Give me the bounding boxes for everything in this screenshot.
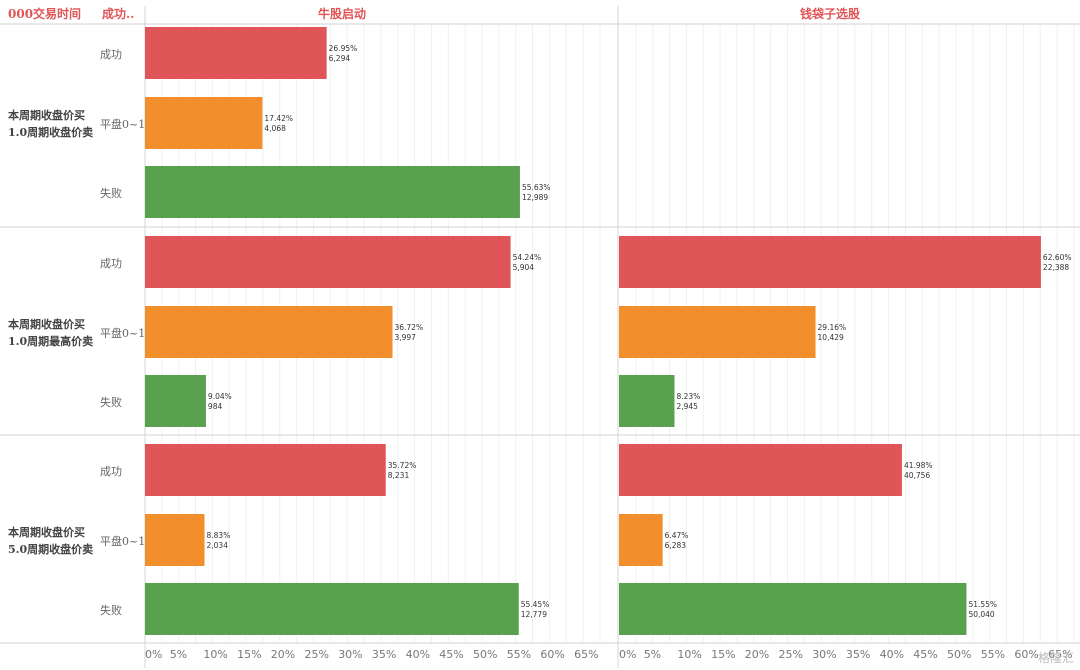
bar: [145, 444, 386, 496]
bar-pct-label: 26.95%: [329, 44, 358, 53]
x-tick-label: 50%: [947, 648, 972, 661]
bar-pct-label: 35.72%: [388, 461, 417, 470]
x-tick-label: 10%: [677, 648, 702, 661]
bar-count-label: 12,989: [522, 193, 548, 202]
x-tick-label: 60%: [540, 648, 565, 661]
bar-pct-label: 36.72%: [394, 323, 423, 332]
bar-pct-label: 51.55%: [968, 600, 997, 609]
bar-count-label: 2,034: [207, 541, 229, 550]
bar-count-label: 8,231: [388, 471, 410, 480]
panel-title-bull: 牛股启动: [318, 7, 367, 21]
x-tick-label: 15%: [237, 648, 262, 661]
bar: [619, 583, 967, 635]
x-tick-label: 65%: [574, 648, 599, 661]
bar: [145, 583, 519, 635]
x-tick-label: 25%: [304, 648, 329, 661]
bar-count-label: 6,294: [329, 54, 351, 63]
category-label: 成功: [100, 465, 122, 478]
x-tick-label: 60%: [1014, 648, 1039, 661]
bar-pct-label: 62.60%: [1043, 253, 1072, 262]
bar-count-label: 4,068: [264, 124, 286, 133]
x-tick-label: 55%: [506, 648, 532, 661]
bar-count-label: 984: [208, 402, 223, 411]
x-tick-label: 55%: [980, 648, 1006, 661]
panel-title-wallet: 钱袋子选股: [800, 7, 861, 21]
bar: [619, 236, 1041, 288]
bar: [619, 375, 675, 427]
category-column-header: 成功..: [102, 7, 135, 21]
row-group-label: 本周期收盘价买1.0周期最高价卖: [8, 318, 94, 348]
category-label: 失败: [100, 187, 122, 200]
bar-count-label: 6,283: [665, 541, 687, 550]
x-tick-label: 0%: [619, 648, 637, 661]
period-column-header: 000交易时间: [8, 7, 82, 21]
bar: [145, 27, 327, 79]
category-label: 平盘0~1: [100, 535, 144, 548]
x-tick-label: 10%: [203, 648, 228, 661]
x-tick-label: 5%: [169, 648, 188, 661]
bar-pct-label: 8.23%: [676, 392, 700, 401]
bar-pct-label: 6.47%: [665, 531, 689, 540]
bar-pct-label: 29.16%: [818, 323, 847, 332]
bar-pct-label: 17.42%: [264, 114, 293, 123]
x-tick-label: 45%: [913, 648, 938, 661]
bar-pct-label: 55.63%: [522, 183, 551, 192]
watermark: 格隆汇: [1037, 651, 1074, 665]
x-tick-label: 20%: [270, 648, 296, 661]
x-tick-label: 50%: [473, 648, 498, 661]
x-tick-label: 35%: [845, 648, 871, 661]
x-tick-label: 35%: [371, 648, 397, 661]
bar: [619, 444, 902, 496]
category-label: 平盘0~1: [100, 327, 144, 340]
category-label: 平盘0~1: [100, 118, 144, 131]
x-tick-label: 40%: [405, 648, 431, 661]
x-tick-label: 5%: [643, 648, 662, 661]
bar-pct-label: 41.98%: [904, 461, 933, 470]
bar-count-label: 40,756: [904, 471, 930, 480]
x-tick-label: 20%: [744, 648, 770, 661]
bar: [145, 97, 263, 149]
row-group-label: 本周期收盘价买5.0周期收盘价卖: [8, 526, 94, 556]
bar: [145, 236, 511, 288]
bar-count-label: 50,040: [968, 610, 994, 619]
bar: [145, 514, 205, 566]
bar-count-label: 3,997: [394, 333, 416, 342]
bar-count-label: 22,388: [1043, 263, 1069, 272]
category-label: 成功: [100, 257, 122, 270]
bar-pct-label: 8.83%: [207, 531, 231, 540]
bar-count-label: 2,945: [676, 402, 698, 411]
bar: [619, 514, 663, 566]
row-group-label: 本周期收盘价买1.0周期收盘价卖: [8, 109, 94, 139]
x-tick-label: 30%: [338, 648, 363, 661]
bar: [619, 306, 816, 358]
category-label: 成功: [100, 48, 122, 61]
bar-pct-label: 54.24%: [513, 253, 542, 262]
bar: [145, 306, 393, 358]
x-tick-label: 30%: [812, 648, 837, 661]
bar: [145, 375, 206, 427]
x-tick-label: 40%: [879, 648, 905, 661]
bar: [145, 166, 520, 218]
bar-count-label: 10,429: [818, 333, 844, 342]
category-label: 失败: [100, 604, 122, 617]
bar-pct-label: 55.45%: [521, 600, 550, 609]
x-tick-label: 25%: [778, 648, 803, 661]
x-tick-label: 0%: [145, 648, 163, 661]
category-label: 失败: [100, 396, 122, 409]
bar-count-label: 5,904: [513, 263, 535, 272]
bar-pct-label: 9.04%: [208, 392, 232, 401]
x-tick-label: 15%: [711, 648, 736, 661]
bar-count-label: 12,779: [521, 610, 547, 619]
x-tick-label: 45%: [439, 648, 464, 661]
x-tick-label: 65%: [1048, 648, 1073, 661]
